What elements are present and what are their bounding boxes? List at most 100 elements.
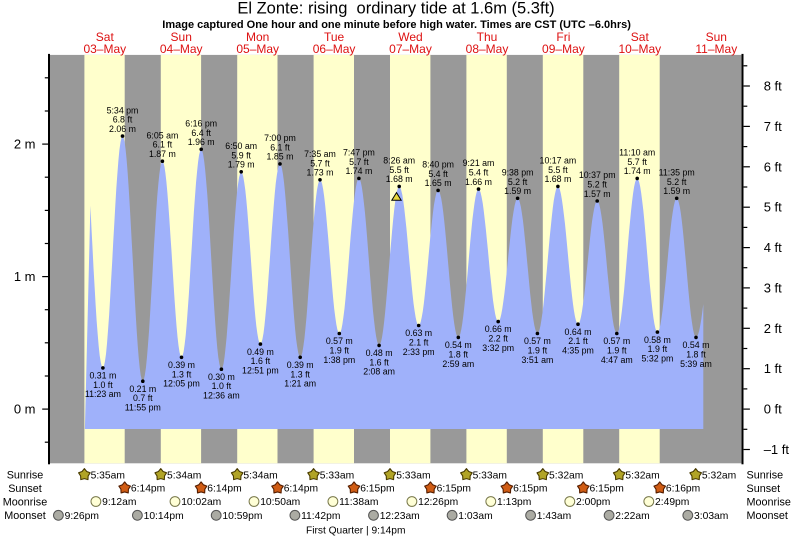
svg-text:1.3 ft: 1.3 ft xyxy=(290,369,310,379)
svg-text:Moonset: Moonset xyxy=(4,510,45,522)
svg-text:Fri: Fri xyxy=(556,30,570,44)
svg-text:6:15pm: 6:15pm xyxy=(437,484,471,495)
svg-text:11:55 pm: 11:55 pm xyxy=(125,403,161,413)
svg-text:0.66 m: 0.66 m xyxy=(485,324,512,334)
svg-text:5:34 pm: 5:34 pm xyxy=(107,105,139,115)
svg-text:5:32am: 5:32am xyxy=(625,470,659,481)
svg-text:7:47 pm: 7:47 pm xyxy=(343,148,375,158)
svg-text:11:23 am: 11:23 am xyxy=(85,389,121,399)
svg-text:3 ft: 3 ft xyxy=(764,280,782,295)
svg-text:5.2 ft: 5.2 ft xyxy=(587,180,607,190)
svg-text:6:15pm: 6:15pm xyxy=(590,484,624,495)
svg-text:07–May: 07–May xyxy=(389,42,432,56)
svg-text:1.74 m: 1.74 m xyxy=(345,166,372,176)
svg-text:2.2 ft: 2.2 ft xyxy=(488,334,508,344)
svg-text:2.1 ft: 2.1 ft xyxy=(409,338,429,348)
svg-text:1.6 ft: 1.6 ft xyxy=(251,356,271,366)
svg-text:Image captured One hour and on: Image captured One hour and one minute b… xyxy=(162,19,631,31)
svg-text:5.7 ft: 5.7 ft xyxy=(310,158,330,168)
svg-text:6:50 am: 6:50 am xyxy=(225,141,257,151)
svg-text:6:05 am: 6:05 am xyxy=(147,130,179,140)
svg-text:0.58 m: 0.58 m xyxy=(644,335,671,345)
svg-text:10:02am: 10:02am xyxy=(181,497,221,508)
svg-text:11:10 am: 11:10 am xyxy=(619,148,655,158)
svg-text:1.0 ft: 1.0 ft xyxy=(93,380,113,390)
svg-text:Moonrise: Moonrise xyxy=(3,496,47,508)
svg-text:2:49pm: 2:49pm xyxy=(655,497,689,508)
svg-text:5:33am: 5:33am xyxy=(473,470,507,481)
svg-text:6.1 ft: 6.1 ft xyxy=(153,140,173,150)
svg-text:0.54 m: 0.54 m xyxy=(683,340,710,350)
svg-text:12:05 pm: 12:05 pm xyxy=(163,379,200,389)
svg-text:6:14pm: 6:14pm xyxy=(131,484,165,495)
svg-text:1.74 m: 1.74 m xyxy=(624,166,651,176)
svg-text:5.5 ft: 5.5 ft xyxy=(548,165,568,175)
svg-text:Sat: Sat xyxy=(96,30,115,44)
svg-text:0.57 m: 0.57 m xyxy=(603,336,630,346)
svg-text:0 ft: 0 ft xyxy=(764,402,782,417)
svg-text:11–May: 11–May xyxy=(695,42,737,56)
svg-text:6:14pm: 6:14pm xyxy=(207,484,241,495)
svg-text:5.5 ft: 5.5 ft xyxy=(389,165,409,175)
svg-text:2:33 pm: 2:33 pm xyxy=(403,347,435,357)
svg-text:5.9 ft: 5.9 ft xyxy=(231,150,251,160)
svg-text:1.73 m: 1.73 m xyxy=(307,168,334,178)
svg-text:6 ft: 6 ft xyxy=(764,159,782,174)
svg-text:1.68 m: 1.68 m xyxy=(544,174,571,184)
svg-text:6:16pm: 6:16pm xyxy=(666,484,700,495)
svg-text:9:21 am: 9:21 am xyxy=(463,158,495,168)
svg-text:6:15pm: 6:15pm xyxy=(513,484,547,495)
svg-text:1.85 m: 1.85 m xyxy=(267,152,294,162)
svg-text:7:00 pm: 7:00 pm xyxy=(264,133,296,143)
svg-text:5.2 ft: 5.2 ft xyxy=(667,177,687,187)
svg-text:0.48 m: 0.48 m xyxy=(366,348,393,358)
svg-text:5:32am: 5:32am xyxy=(702,470,736,481)
svg-text:Tue: Tue xyxy=(324,30,345,44)
svg-text:1:43am: 1:43am xyxy=(537,511,571,522)
svg-text:1.68 m: 1.68 m xyxy=(386,174,413,184)
svg-text:0.30 m: 0.30 m xyxy=(208,372,235,382)
svg-text:2 ft: 2 ft xyxy=(764,321,782,336)
svg-text:1:13pm: 1:13pm xyxy=(497,497,531,508)
svg-text:1:21 am: 1:21 am xyxy=(284,379,316,389)
svg-text:2.1 ft: 2.1 ft xyxy=(568,336,588,346)
svg-text:1.9 ft: 1.9 ft xyxy=(607,346,627,356)
svg-text:9:12am: 9:12am xyxy=(102,497,136,508)
svg-text:10–May: 10–May xyxy=(618,42,661,56)
svg-text:Moonset: Moonset xyxy=(747,510,788,522)
svg-text:11:35 pm: 11:35 pm xyxy=(659,168,695,178)
svg-text:7:35 am: 7:35 am xyxy=(304,149,336,159)
svg-text:9:38 pm: 9:38 pm xyxy=(502,168,534,178)
svg-text:1.8 ft: 1.8 ft xyxy=(686,349,706,359)
svg-text:11:38am: 11:38am xyxy=(339,497,378,508)
svg-text:4:35 pm: 4:35 pm xyxy=(562,346,594,356)
svg-text:12:51 pm: 12:51 pm xyxy=(242,365,279,375)
svg-text:10:17 am: 10:17 am xyxy=(540,156,577,166)
svg-text:1.8 ft: 1.8 ft xyxy=(449,349,469,359)
svg-text:10:14pm: 10:14pm xyxy=(144,511,184,522)
svg-text:8:40 pm: 8:40 pm xyxy=(422,160,454,170)
svg-text:11:42pm: 11:42pm xyxy=(301,511,340,522)
svg-text:5.4 ft: 5.4 ft xyxy=(469,168,489,178)
svg-text:1.87 m: 1.87 m xyxy=(149,149,176,159)
svg-text:04–May: 04–May xyxy=(160,42,203,56)
svg-text:3:32 pm: 3:32 pm xyxy=(482,343,514,353)
svg-text:1.66 m: 1.66 m xyxy=(465,177,492,187)
svg-text:5:34am: 5:34am xyxy=(243,470,277,481)
svg-text:10:59pm: 10:59pm xyxy=(222,511,262,522)
svg-text:2 m: 2 m xyxy=(14,137,36,152)
svg-text:Sunrise: Sunrise xyxy=(747,470,784,482)
svg-text:8 ft: 8 ft xyxy=(764,79,782,94)
svg-text:3:51 am: 3:51 am xyxy=(522,355,554,365)
svg-text:1.9 ft: 1.9 ft xyxy=(330,346,350,356)
svg-text:1.59 m: 1.59 m xyxy=(663,186,690,196)
svg-text:5:33am: 5:33am xyxy=(320,470,354,481)
svg-text:1.79 m: 1.79 m xyxy=(228,160,255,170)
svg-text:2:59 am: 2:59 am xyxy=(442,359,474,369)
svg-text:5.4 ft: 5.4 ft xyxy=(428,169,448,179)
svg-text:8:26 am: 8:26 am xyxy=(383,156,415,166)
svg-text:2.06 m: 2.06 m xyxy=(109,124,136,134)
svg-text:0.7 ft: 0.7 ft xyxy=(133,393,153,403)
svg-text:2:08 am: 2:08 am xyxy=(363,367,395,377)
svg-text:–1 ft: –1 ft xyxy=(764,442,790,457)
